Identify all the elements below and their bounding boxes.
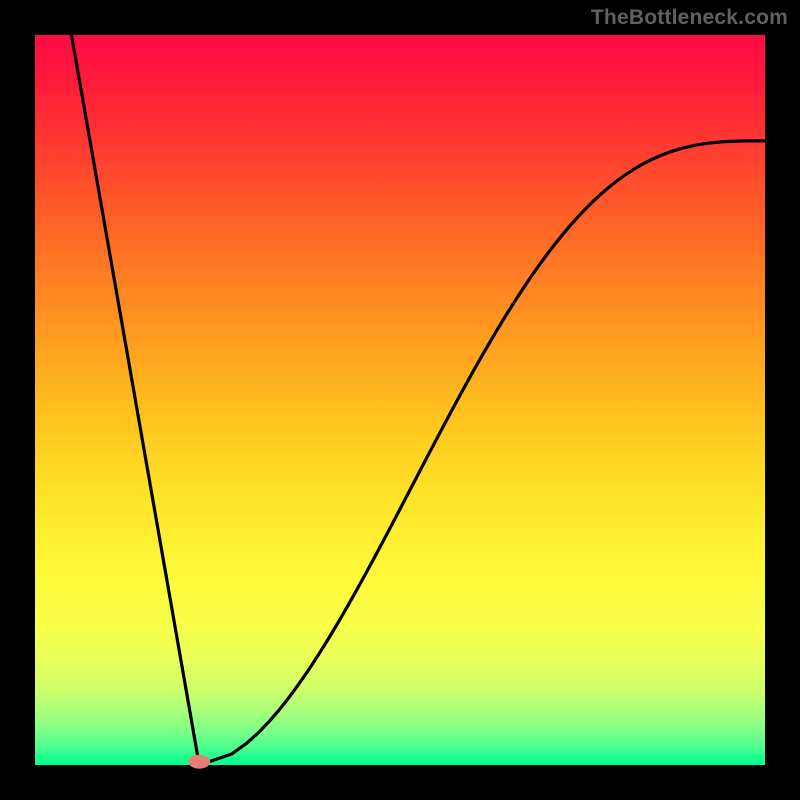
optimum-marker: [188, 755, 210, 769]
watermark-text: TheBottleneck.com: [591, 6, 788, 30]
plot-area: [35, 35, 765, 765]
curve-layer: [35, 35, 765, 765]
bottleneck-curve: [72, 35, 766, 765]
